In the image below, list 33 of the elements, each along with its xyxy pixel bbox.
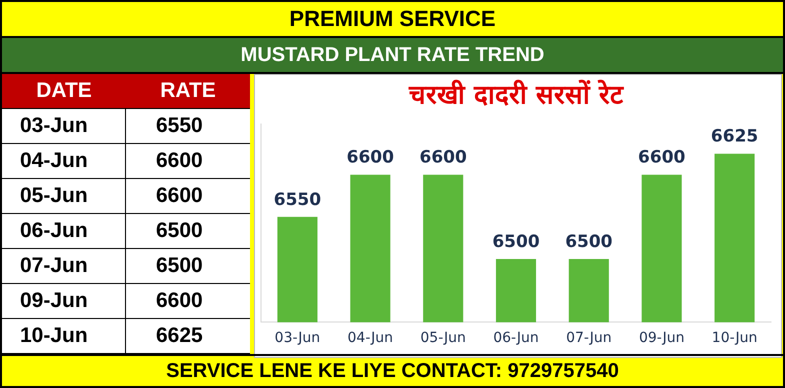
- data-label: 6600: [155, 148, 204, 174]
- x-tick-label: 03-Jun: [274, 330, 320, 346]
- text: DATE: [35, 78, 93, 104]
- category-label: 03-Jun: [2, 109, 126, 143]
- data-label: 6500: [565, 232, 613, 252]
- category-label: 09-Jun: [2, 284, 126, 318]
- data-label: 6550: [274, 190, 322, 210]
- data-label: 6600: [155, 288, 204, 314]
- text: MUSTARD PLANT RATE TREND: [2, 36, 783, 74]
- text: SERVICE LENE KE LIYE CONTACT: 9729757540: [2, 354, 783, 386]
- data-label: 6600: [155, 183, 204, 209]
- data-label: 6600: [346, 148, 394, 168]
- x-tick-label: 04-Jun: [348, 330, 394, 346]
- text: RATE: [159, 78, 217, 104]
- category-label: 04-Jun: [2, 144, 126, 178]
- category-label: 07-Jun: [2, 249, 126, 283]
- category-label: 06-Jun: [2, 214, 126, 248]
- data-label: 6500: [155, 218, 204, 244]
- chart-title: चरखी दादरी सरसों रेट: [408, 79, 624, 110]
- data-label: 6600: [638, 148, 686, 168]
- x-tick-label: 07-Jun: [566, 330, 612, 346]
- category-label: 05-Jun: [2, 179, 126, 213]
- data-label: 6625: [155, 323, 204, 349]
- x-tick-label: 06-Jun: [493, 330, 539, 346]
- x-tick-label: 05-Jun: [420, 330, 466, 346]
- data-label: 6600: [419, 148, 467, 168]
- data-label: 6625: [710, 126, 758, 147]
- text: PREMIUM SERVICE: [288, 5, 497, 33]
- data-label: 6500: [155, 253, 204, 279]
- data-label: 6500: [492, 232, 540, 252]
- data-label: 6550: [155, 113, 204, 139]
- x-tick-label: 09-Jun: [638, 330, 684, 346]
- x-tick-label: 10-Jun: [712, 330, 758, 346]
